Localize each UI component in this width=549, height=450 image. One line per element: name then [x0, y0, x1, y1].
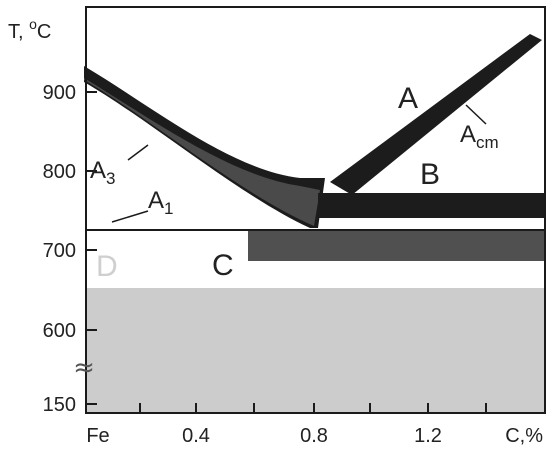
- line-label-a3-main: A: [90, 157, 106, 184]
- line-label-acm-sub: cm: [476, 133, 499, 152]
- a3-leader: [127, 144, 149, 161]
- line-label-acm-main: A: [460, 121, 476, 148]
- y-tick-label: 700: [43, 240, 76, 262]
- x-tick-label: 1.2: [414, 425, 442, 447]
- x-axis-title: C,%: [505, 425, 543, 447]
- y-tick-label: 800: [43, 161, 76, 183]
- c-band: [248, 231, 545, 261]
- line-label-a1-sub: 1: [164, 199, 173, 218]
- x-tick-label: Fe: [86, 425, 109, 447]
- y-axis-title-degree: o: [29, 16, 37, 32]
- line-label-a1-main: A: [148, 187, 164, 214]
- region-label-a: A: [398, 82, 418, 115]
- y-axis-title-unit: C: [37, 21, 51, 43]
- region-label-b: B: [420, 158, 440, 191]
- line-label-a3-sub: 3: [106, 169, 115, 188]
- x-tick-label: 0.4: [182, 425, 210, 447]
- line-label-acm: Acm: [460, 121, 499, 152]
- region-label-c: C: [212, 249, 234, 282]
- y-axis-title: T, oC: [8, 16, 51, 43]
- acm-band: [330, 34, 542, 195]
- b-band: [318, 193, 546, 218]
- axis-break-symbol: ≈: [73, 353, 95, 383]
- line-label-a3: A3: [90, 157, 115, 188]
- x-ticks: [139, 403, 487, 413]
- region-d-area: [86, 288, 545, 413]
- a3-band-inner: [84, 78, 320, 226]
- y-tick-label: 150: [43, 394, 76, 416]
- line-label-a1: A1: [148, 187, 173, 218]
- plot-frame: [85, 6, 546, 414]
- region-label-d: D: [96, 250, 118, 283]
- y-ticks: [86, 91, 97, 405]
- x-tick-label: 0.8: [300, 425, 328, 447]
- acm-leader: [465, 104, 487, 125]
- y-tick-label: 600: [43, 320, 76, 342]
- y-tick-label: 900: [43, 82, 76, 104]
- y-axis-title-main: T,: [8, 21, 29, 43]
- a1-leader: [111, 210, 149, 223]
